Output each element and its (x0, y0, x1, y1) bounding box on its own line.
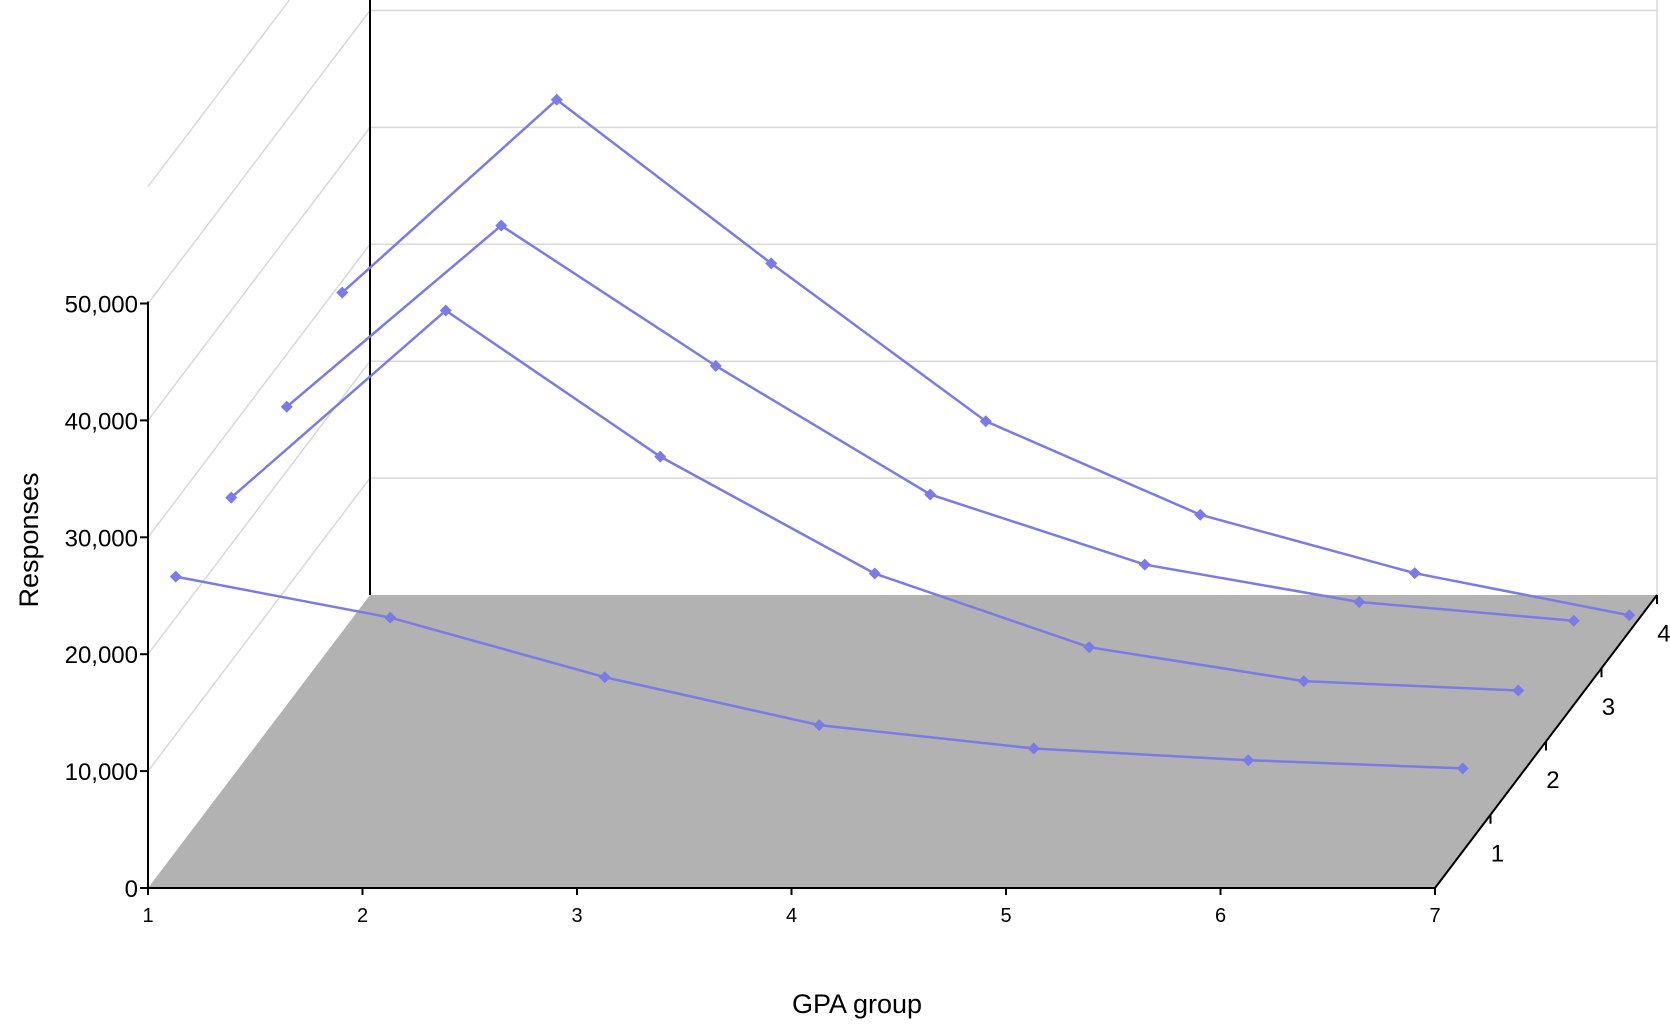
side-wall-gridline (147, 126, 371, 421)
chart-tick-labels: 0 10,000 20,000 30,000 40,000 50,000 1 2 3 4 5 6 7 1 2… (65, 292, 1670, 928)
side-wall-gridline (147, 477, 371, 772)
series-4 (336, 93, 1636, 622)
data-point-marker (598, 671, 611, 684)
data-point-marker (1456, 762, 1469, 775)
z-tick-label: 3 (1602, 694, 1615, 721)
z-tick-label: 1 (1491, 840, 1504, 867)
chart-series (169, 93, 1636, 775)
side-wall-gridline (147, 10, 371, 304)
x-tick-label: 6 (1215, 905, 1226, 927)
data-point-marker (868, 567, 881, 580)
x-tick-label: 5 (1000, 905, 1011, 927)
y-tick-label: 10,000 (65, 759, 138, 786)
x-axis-title: GPA group (792, 989, 922, 1019)
z-tick-label: 4 (1657, 621, 1670, 648)
x-tick-label: 7 (1429, 905, 1440, 927)
data-point-marker (1353, 596, 1366, 609)
x-tick-label: 1 (142, 905, 153, 927)
y-axis-title: Responses (14, 472, 44, 607)
data-point-marker (225, 491, 238, 504)
y-tick-label: 40,000 (65, 408, 138, 435)
data-point-marker (1083, 641, 1096, 654)
data-point-marker (924, 488, 937, 501)
y-tick-label: 20,000 (65, 642, 138, 669)
side-wall-gridline (147, 0, 291, 188)
data-point-marker (1194, 508, 1207, 521)
chart-walls (147, 0, 1658, 772)
series-line (285, 224, 1574, 622)
z-tick-label: 2 (1546, 767, 1559, 794)
data-point-marker (169, 570, 182, 583)
y-tick-label: 0 (125, 876, 138, 903)
data-point-marker (654, 450, 667, 463)
data-point-marker (979, 415, 992, 428)
data-point-marker (1027, 742, 1040, 755)
data-point-marker (336, 286, 349, 299)
x-tick-label: 4 (786, 905, 797, 927)
data-point-marker (813, 719, 826, 732)
data-point-marker (384, 611, 397, 624)
series-2 (225, 304, 1525, 697)
data-point-marker (495, 219, 508, 232)
data-point-marker (1567, 614, 1580, 627)
data-point-marker (1138, 558, 1151, 571)
floor-plane (148, 595, 1657, 888)
x-tick-label: 2 (357, 905, 368, 927)
series-1 (169, 570, 1469, 775)
y-tick-label: 50,000 (65, 292, 138, 319)
data-point-marker (280, 400, 293, 413)
data-point-marker (1408, 567, 1421, 580)
x-tick-label: 3 (571, 905, 582, 927)
data-point-marker (709, 359, 722, 372)
chart-floor (148, 595, 1657, 888)
data-point-marker (439, 304, 452, 317)
data-point-marker (550, 93, 563, 106)
data-point-marker (765, 257, 778, 270)
side-wall-gridline (147, 243, 371, 538)
data-point-marker (1623, 609, 1636, 622)
series-line (341, 98, 1630, 617)
y-tick-label: 30,000 (65, 525, 138, 552)
data-point-marker (1297, 675, 1310, 688)
series-3 (280, 219, 1580, 627)
data-point-marker (1512, 684, 1525, 697)
data-point-marker (1242, 754, 1255, 767)
